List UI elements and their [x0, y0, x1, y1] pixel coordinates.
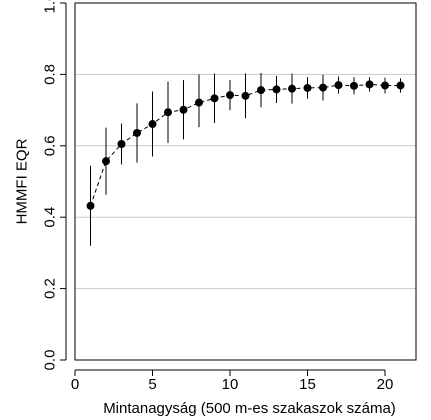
data-point [179, 105, 188, 114]
y-axis-title: HMMFI EQR [14, 138, 31, 224]
data-point [195, 98, 203, 107]
data-point [396, 81, 405, 90]
data-point [210, 94, 219, 103]
y-axis: 0.0 0.2 0.4 0.6 0.8 1.0 [42, 0, 67, 370]
data-point [319, 83, 327, 92]
y-tick-label: 0.8 [42, 64, 59, 85]
data-series [86, 72, 405, 246]
x-tick-label: 20 [377, 376, 394, 393]
data-point [288, 84, 296, 93]
data-point [148, 120, 157, 129]
data-point [86, 201, 95, 210]
data-point [350, 81, 358, 90]
x-axis-title: Mintanagyság (500 m-es szakaszok száma) [103, 400, 396, 417]
data-point [365, 80, 374, 89]
plot-frame [74, 2, 417, 361]
data-point [164, 108, 172, 117]
gridlines [75, 2, 416, 361]
y-tick-label: 1.0 [42, 0, 59, 13]
data-point [117, 140, 126, 149]
y-tick-label: 0.6 [42, 135, 59, 156]
y-tick-label: 0.0 [42, 350, 59, 371]
data-point [241, 91, 250, 100]
x-tick-label: 5 [148, 376, 156, 393]
data-point [226, 91, 234, 100]
y-tick-label: 0.4 [42, 207, 59, 228]
x-tick-label: 0 [71, 376, 79, 393]
data-point [102, 157, 110, 166]
x-tick-label: 15 [299, 376, 316, 393]
data-point [334, 81, 343, 90]
data-point [133, 128, 141, 137]
data-point [272, 85, 281, 94]
y-tick-label: 0.2 [42, 278, 59, 299]
data-point [257, 86, 265, 95]
x-axis: 0 5 10 15 20 [71, 369, 394, 393]
data-point [303, 83, 312, 92]
data-point [381, 81, 389, 90]
x-tick-label: 10 [222, 376, 239, 393]
